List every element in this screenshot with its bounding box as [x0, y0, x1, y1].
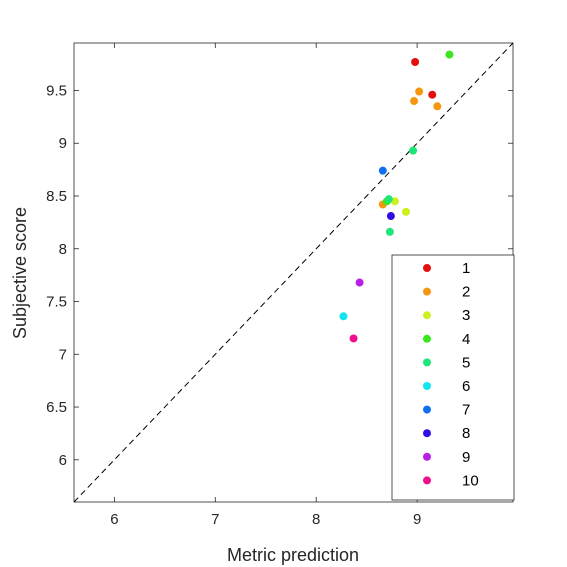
legend-marker-10 [423, 476, 431, 485]
data-point-series-3 [402, 207, 411, 216]
data-point-series-7 [378, 166, 387, 175]
y-tick-label: 8.5 [46, 188, 67, 205]
y-tick-label: 6.5 [46, 399, 67, 416]
x-tick-label: 7 [211, 511, 219, 528]
legend-label-4: 4 [462, 331, 470, 348]
legend-label-10: 10 [462, 472, 479, 489]
legend-marker-5 [423, 358, 431, 367]
data-point-series-10 [349, 334, 358, 343]
legend-label-1: 1 [462, 260, 470, 277]
legend-label-6: 6 [462, 378, 470, 395]
y-tick-label: 8 [59, 241, 67, 258]
legend-marker-9 [423, 452, 431, 461]
x-tick-label: 8 [312, 511, 320, 528]
reference-line [73, 42, 514, 503]
y-tick-label: 9 [59, 135, 67, 152]
data-point-series-8 [386, 212, 395, 221]
legend-box [391, 254, 515, 501]
x-tick-label: 9 [413, 511, 421, 528]
data-point-series-5 [409, 146, 418, 155]
y-tick-label: 7.5 [46, 294, 67, 311]
data-point-series-1 [428, 90, 437, 99]
legend-label-3: 3 [462, 307, 470, 324]
legend-label-5: 5 [462, 354, 470, 371]
legend: 1 2 3 4 5 6 7 8 9 10 [391, 254, 515, 501]
legend-marker-7 [423, 405, 431, 414]
legend-label-7: 7 [462, 402, 470, 419]
data-point-series-9 [355, 278, 364, 287]
data-point-series-2 [415, 87, 424, 96]
legend-label-8: 8 [462, 425, 470, 442]
data-point-series-2 [433, 102, 442, 111]
x-axis-label: Metric prediction [227, 545, 359, 565]
data-point-series-1 [411, 57, 420, 66]
y-axis-label: Subjective score [10, 207, 30, 339]
legend-marker-3 [423, 311, 431, 320]
legend-label-9: 9 [462, 449, 470, 466]
data-point-series-2 [410, 97, 419, 106]
legend-label-2: 2 [462, 284, 470, 301]
y-tick-label: 6 [59, 452, 67, 469]
legend-marker-8 [423, 429, 431, 438]
x-tick-label: 6 [110, 511, 118, 528]
data-point-series-6 [339, 312, 348, 321]
data-point-series-3 [390, 197, 399, 206]
legend-marker-1 [423, 264, 431, 272]
legend-marker-2 [423, 287, 431, 296]
data-point-series-4 [445, 50, 454, 59]
data-point-series-5 [384, 195, 393, 204]
legend-marker-4 [423, 334, 431, 343]
data-point-series-5 [385, 227, 394, 236]
y-tick-label: 9.5 [46, 82, 67, 99]
y-tick-label: 7 [59, 346, 67, 363]
legend-marker-6 [423, 382, 431, 390]
